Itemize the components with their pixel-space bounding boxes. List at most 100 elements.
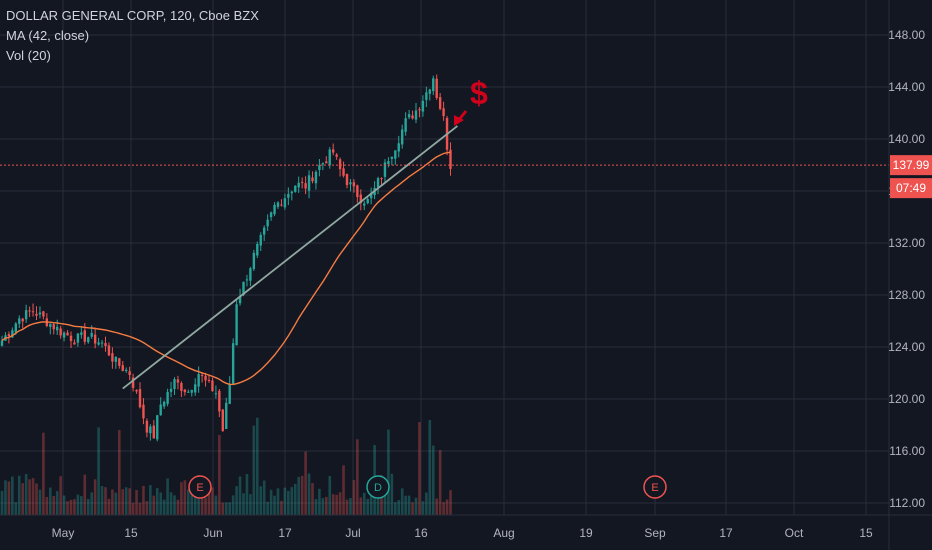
volume-bar	[228, 502, 231, 515]
candle-body	[300, 181, 304, 183]
volume-bar	[169, 492, 173, 515]
candle-body	[366, 198, 369, 204]
volume-bar	[414, 497, 418, 515]
volume-bar	[442, 502, 445, 515]
candle-body	[214, 393, 218, 395]
x-tick-label: Oct	[785, 526, 804, 540]
candle-body	[235, 304, 238, 346]
volume-bar	[331, 494, 335, 515]
volume-bar	[31, 478, 35, 515]
candle-body	[52, 324, 55, 330]
x-tick-label: 17	[278, 526, 292, 540]
candle-body	[432, 78, 435, 92]
trendline[interactable]	[122, 125, 458, 390]
candle-body	[197, 374, 200, 387]
volume-bar	[204, 497, 207, 515]
volume-bar	[335, 494, 338, 515]
volume-bar	[173, 495, 176, 515]
candle-body	[335, 154, 338, 157]
candle-body	[18, 318, 21, 324]
volume-bar	[383, 495, 387, 515]
volume-bar	[235, 486, 238, 515]
volume-bar	[394, 502, 397, 515]
candle-body	[104, 343, 107, 346]
volume-bar	[135, 490, 138, 515]
candle-body	[359, 194, 362, 204]
volume-bar	[114, 492, 118, 515]
candle-body	[290, 191, 293, 194]
candle-body	[363, 203, 366, 206]
volume-bar	[59, 476, 62, 515]
legend-volume[interactable]: Vol (20)	[6, 48, 51, 63]
volume-bar	[321, 498, 325, 515]
volume-bar	[76, 494, 80, 515]
volume-bar	[97, 427, 100, 515]
candle-body	[228, 383, 231, 404]
event-marker[interactable]	[366, 475, 390, 499]
candle-body	[269, 212, 273, 218]
candle-body	[190, 389, 193, 393]
event-marker[interactable]	[643, 475, 667, 499]
candle-body	[194, 384, 197, 393]
candle-body	[173, 379, 176, 389]
candle-body	[80, 332, 83, 335]
x-tick-label: 15	[859, 526, 873, 540]
candle-body	[273, 204, 276, 215]
candle-body	[73, 342, 76, 345]
candle-body	[152, 425, 155, 439]
candle-body	[42, 311, 45, 317]
volume-bar	[207, 484, 211, 515]
volume-bar	[200, 482, 204, 515]
y-tick-label: 140.00	[888, 132, 925, 146]
candle-body	[345, 174, 349, 185]
volume-bar	[152, 495, 156, 515]
candle-body	[100, 342, 104, 344]
candle-body	[62, 332, 66, 338]
candle-body	[221, 409, 224, 431]
y-tick-label: 128.00	[888, 288, 925, 302]
volume-bar	[131, 502, 135, 515]
volume-bar	[431, 445, 435, 515]
volume-bar	[328, 475, 332, 515]
candle-body	[383, 162, 387, 177]
candle-body	[404, 118, 407, 132]
chart-legend: DOLLAR GENERAL CORP, 120, Cboe BZX MA (4…	[6, 6, 259, 66]
volume-bar	[80, 496, 83, 515]
candle-body	[28, 310, 31, 312]
legend-symbol[interactable]: DOLLAR GENERAL CORP, 120, Cboe BZX	[6, 8, 259, 23]
price-axis[interactable]: 148.00144.00140.00136.00132.00128.00124.…	[888, 28, 925, 510]
volume-bar	[280, 500, 283, 515]
candle-body	[69, 335, 73, 342]
candle-body	[438, 97, 442, 109]
event-marker-label: D	[374, 482, 382, 494]
event-marker[interactable]	[188, 475, 212, 499]
volume-bar	[425, 492, 428, 515]
candle-body	[38, 312, 42, 315]
candle-body	[401, 129, 404, 145]
candle-body	[332, 149, 335, 153]
x-tick-label: 16	[414, 526, 428, 540]
candle-body	[407, 114, 411, 118]
candle-body	[76, 333, 80, 343]
volume-bar	[49, 487, 52, 515]
candle-body	[200, 375, 204, 377]
candle-body	[169, 388, 173, 392]
legend-ma[interactable]: MA (42, close)	[6, 28, 90, 43]
volume-bar	[218, 435, 221, 515]
volume-bar	[231, 495, 235, 515]
candle-body	[387, 161, 390, 165]
volume-bar	[149, 485, 152, 515]
candle-body	[414, 110, 418, 120]
candle-body	[211, 380, 214, 392]
x-tick-label: Aug	[493, 526, 514, 540]
volume-bar	[435, 498, 438, 515]
candle-body	[128, 371, 131, 375]
candle-body	[328, 149, 331, 166]
candle-body	[421, 100, 425, 112]
y-tick-label: 124.00	[888, 340, 925, 354]
candle-body	[449, 149, 452, 169]
y-tick-label: 148.00	[888, 28, 925, 42]
time-axis[interactable]: May 15 Jun 17 Jul 16 Aug 19 Sep 17 Oct 15	[52, 526, 873, 540]
